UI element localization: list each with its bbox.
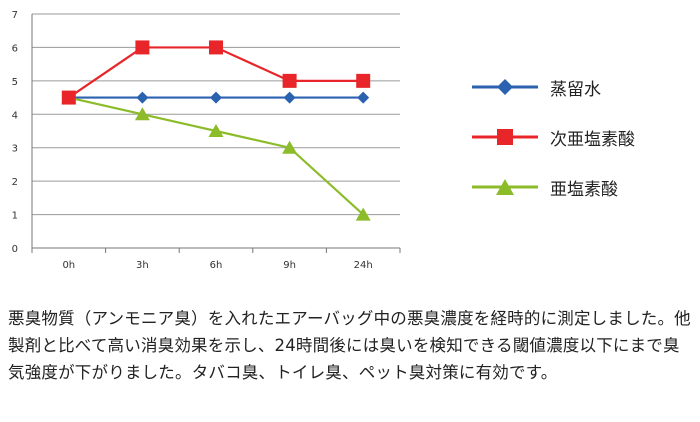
data-point-triangle: [208, 124, 224, 137]
chart-legend: 蒸留水 次亜塩素酸 亜塩素酸: [470, 62, 685, 212]
series-line: [68, 96, 364, 216]
y-tick-label: 1: [12, 211, 18, 222]
x-tick-label: 0h: [62, 260, 75, 271]
data-point-diamond: [136, 91, 149, 104]
data-point-square: [61, 90, 76, 105]
data-point-diamond: [283, 91, 296, 104]
legend-marker-triangle-icon: [472, 179, 538, 195]
data-point-triangle: [355, 207, 371, 221]
y-tick-label: 4: [12, 110, 18, 121]
description-text: 悪臭物質（アンモニア臭）を入れたエアーバッグ中の悪臭濃度を経時的に測定しました。…: [8, 309, 691, 382]
y-tick-label: 5: [12, 77, 18, 88]
series-line: [68, 46, 364, 99]
legend-item-chlorous-acid: 亜塩素酸: [470, 162, 685, 212]
y-tick-label: 7: [12, 10, 18, 21]
y-tick-label: 0: [12, 244, 18, 255]
line-chart: 0 1 2 3 4 5 6 7 0h 3h 6h 9h 24h: [12, 10, 401, 271]
legend-label: 亜塩素酸: [550, 179, 618, 200]
data-point-triangle: [134, 107, 150, 121]
x-tick-label: 3h: [136, 260, 149, 271]
legend-label: 蒸留水: [550, 79, 601, 100]
data-point-triangle: [282, 140, 298, 154]
x-tick-label: 9h: [283, 260, 296, 271]
y-tick-label: 3: [12, 144, 18, 155]
data-point-square: [356, 73, 371, 88]
legend-label: 次亜塩素酸: [550, 129, 635, 150]
x-tick-label: 24h: [354, 260, 373, 271]
y-tick-label: 2: [12, 177, 18, 188]
data-point-square: [135, 40, 150, 55]
data-point-diamond: [357, 91, 370, 104]
legend-item-distilled-water: 蒸留水: [470, 62, 685, 112]
legend-marker-square-icon: [472, 129, 538, 145]
data-point-square: [209, 40, 223, 55]
data-point-square: [282, 73, 297, 88]
legend-marker-diamond-icon: [472, 79, 538, 95]
data-point-diamond: [210, 91, 222, 104]
x-tick-label: 6h: [210, 260, 223, 271]
legend-item-hypochlorous-acid: 次亜塩素酸: [470, 112, 685, 162]
y-tick-label: 6: [12, 43, 18, 54]
